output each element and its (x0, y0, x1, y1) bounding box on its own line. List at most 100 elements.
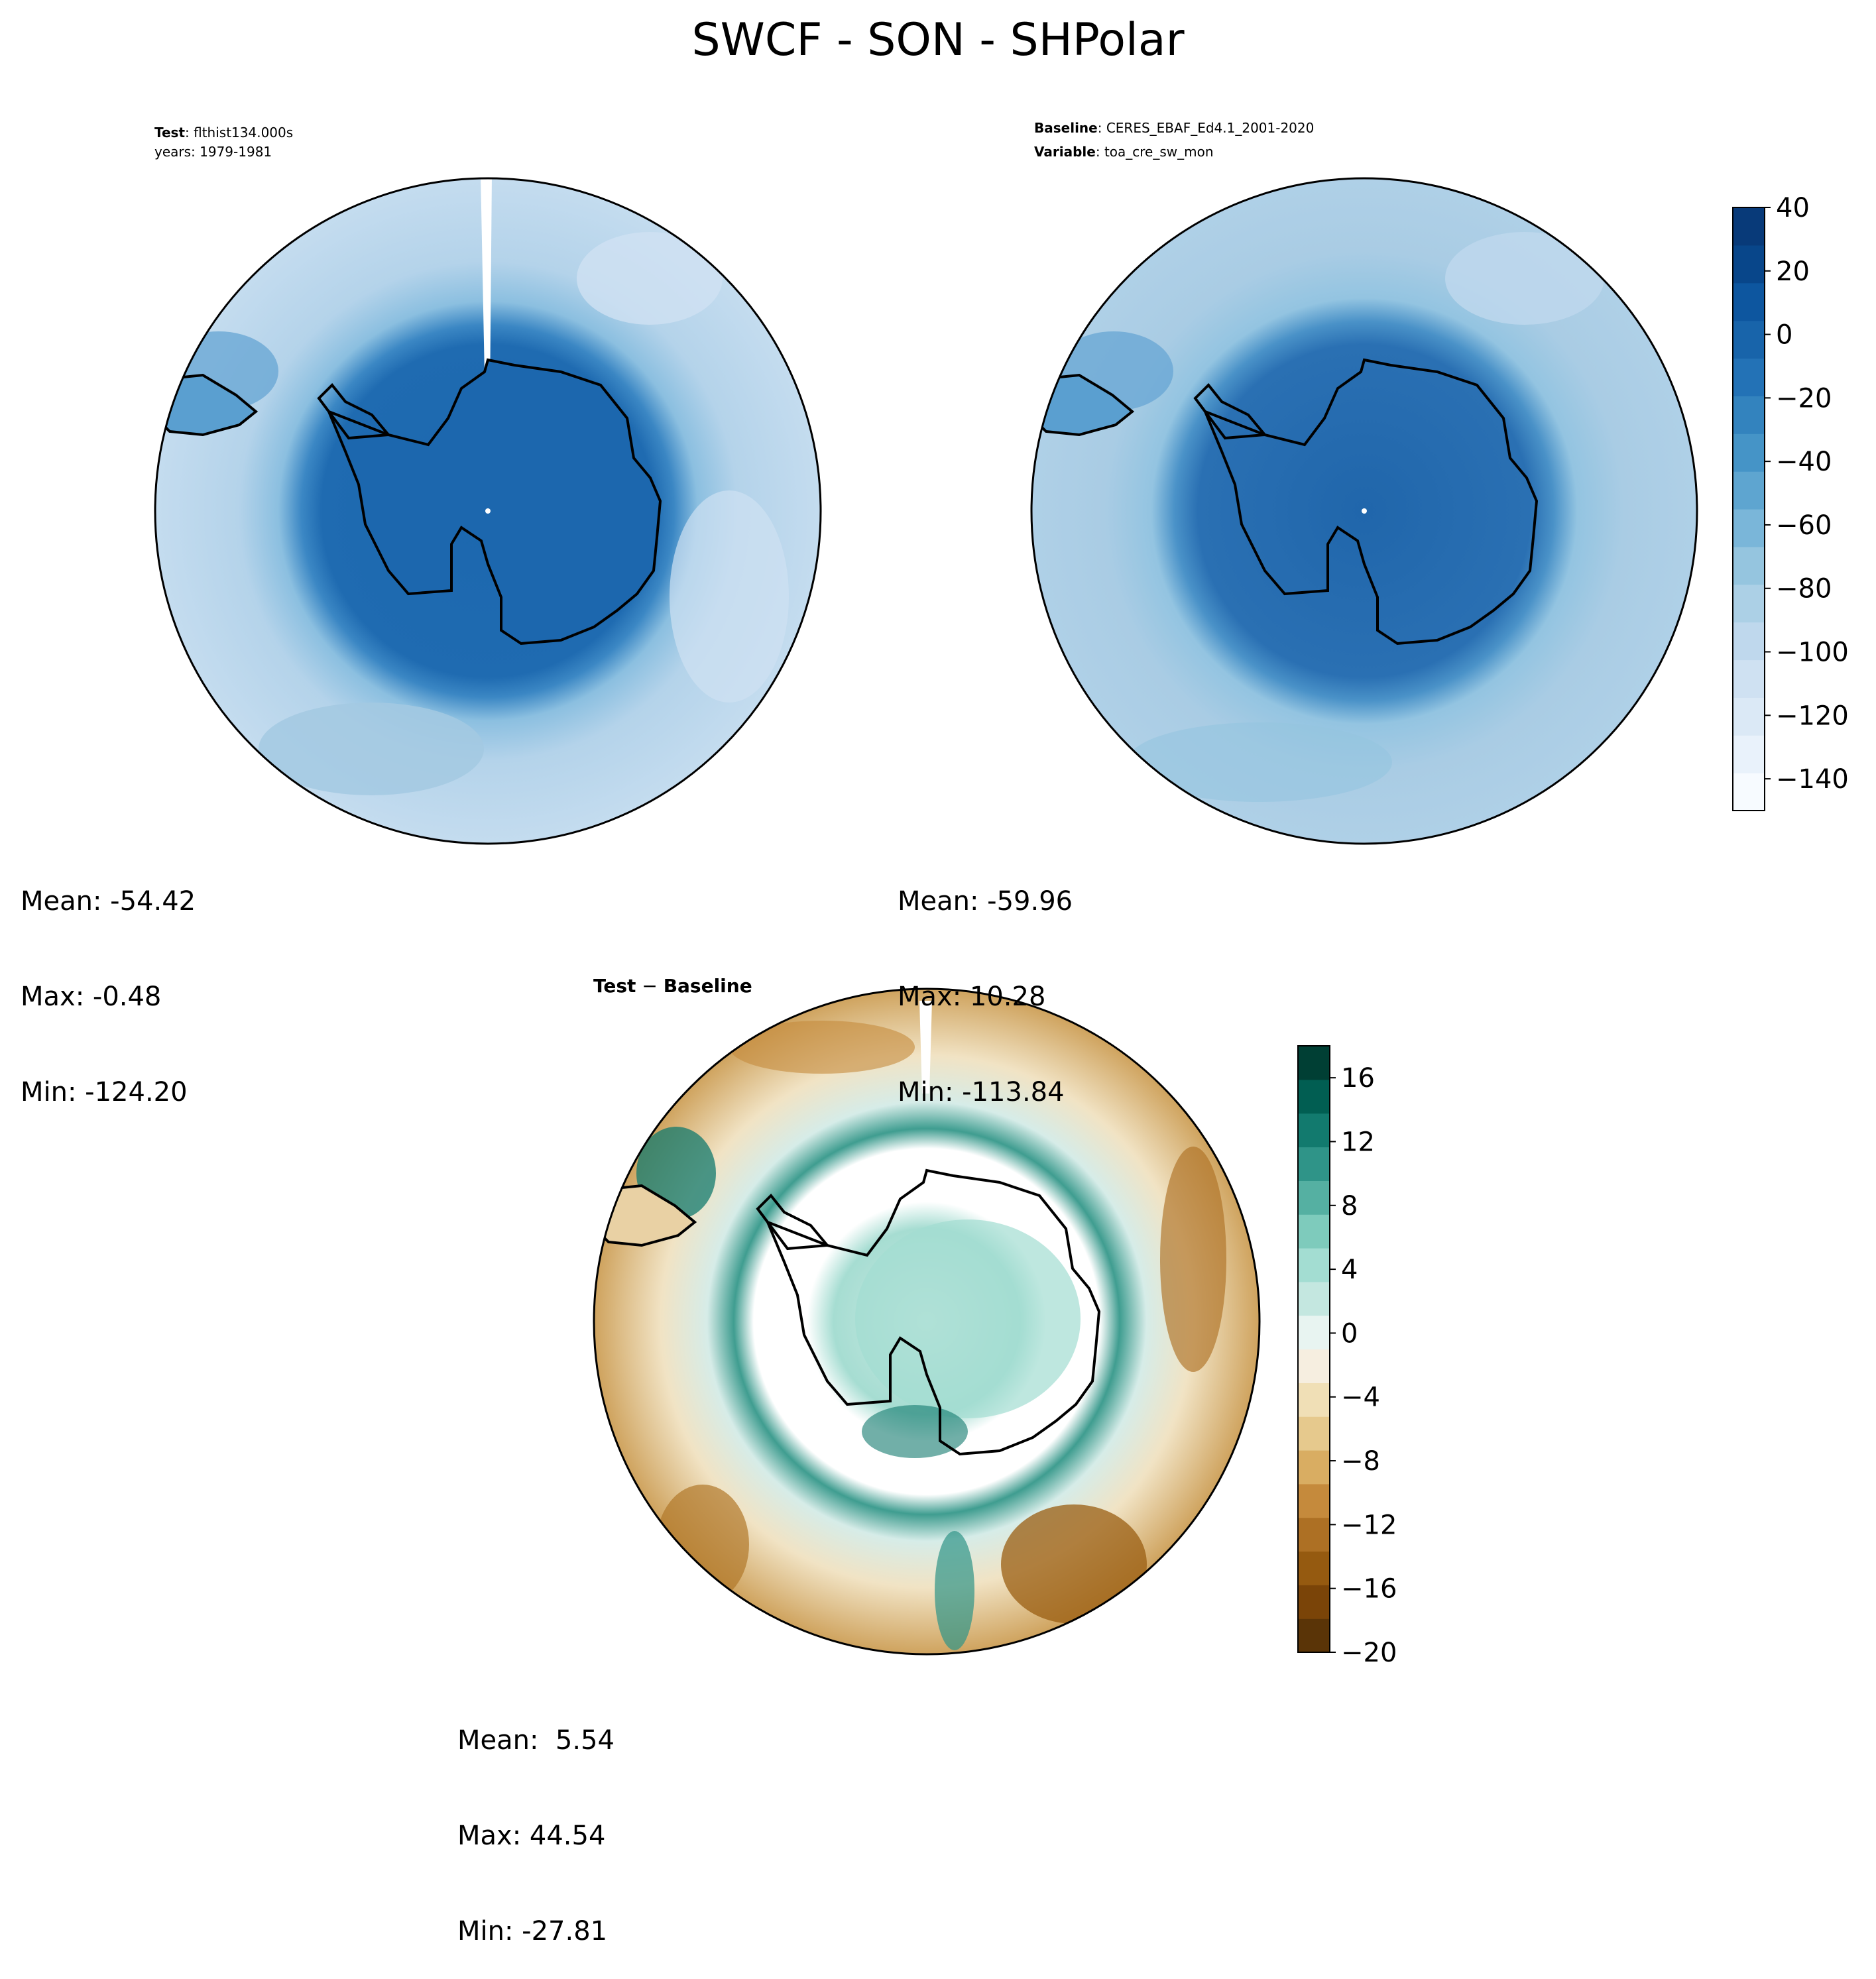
diff-panel: Test − Baseline (593, 975, 1261, 1656)
test-map-ocean-patch (670, 490, 789, 703)
main-colorbar-step (1733, 735, 1765, 773)
figure: SWCF - SON - SHPolar Test: flthist134.00… (154, 14, 1849, 1668)
diff-colorbar-tick-label: 0 (1341, 1318, 1358, 1349)
diff-map-patch (656, 1485, 749, 1604)
diff-map-patch (729, 1021, 915, 1074)
test-label: Test (154, 125, 185, 141)
baseline-coastline (1204, 358, 1539, 646)
diff-colorbar-tick-label: 4 (1341, 1255, 1358, 1285)
diff-map-patch (935, 1531, 974, 1650)
main-colorbar-step (1733, 433, 1765, 472)
diff-colorbar-tick-label: −4 (1341, 1383, 1380, 1413)
main-colorbar-tick-label: −100 (1776, 638, 1849, 668)
main-colorbar-step (1733, 546, 1765, 585)
diff-map-border (593, 988, 1261, 1656)
diff-colorbar-tick-label: −20 (1341, 1638, 1397, 1668)
main-colorbar-tick-label: 20 (1776, 256, 1810, 287)
test-peninsula (317, 383, 390, 436)
diff-colorbar-step (1298, 1046, 1330, 1080)
test-map (155, 178, 821, 844)
diff-colorbar-tick-label: 12 (1341, 1127, 1375, 1157)
main-colorbar-step (1733, 659, 1765, 698)
diff-label-minus: − (636, 975, 663, 997)
baseline-panel: Baseline: CERES_EBAF_Ed4.1_2001-2020 Var… (1030, 120, 1698, 845)
main-colorbar-ticks: 40 20 0 −20 −40 −60 −80 −100 −120 −140 (1765, 193, 1849, 795)
variable-label: Variable (1034, 144, 1096, 160)
test-map-border (154, 177, 822, 845)
diff-colorbar-step (1298, 1113, 1330, 1148)
diff-colorbar-ticks: 16 12 8 4 0 −4 −8 −12 −16 −20 (1330, 1063, 1397, 1668)
baseline-map-ocean-patch (1127, 722, 1392, 802)
test-min: Min: -124.20 (21, 1077, 188, 1107)
test-mean: Mean: -54.42 (21, 886, 196, 917)
baseline-stats: Mean: -59.96 Max: 10.28 Min: -113.84 (898, 822, 1073, 1140)
baseline-min: Min: -113.84 (898, 1077, 1065, 1107)
main-colorbar-step (1733, 207, 1765, 246)
diff-colorbar-frame (1297, 1045, 1330, 1653)
test-stats: Mean: -54.42 Max: -0.48 Min: -124.20 (21, 822, 196, 1140)
main-colorbar-tick-label: −120 (1776, 701, 1849, 731)
test-map-ocean-patch (259, 703, 484, 795)
diff-map-patch (1001, 1504, 1147, 1624)
main-colorbar-step (1733, 622, 1765, 661)
main-colorbar-step (1733, 509, 1765, 547)
diff-min: Min: -27.81 (457, 1916, 608, 1947)
variable-name: : toa_cre_sw_mon (1096, 144, 1214, 160)
main-colorbar-step (1733, 396, 1765, 434)
main-colorbar-tick-label: 40 (1776, 193, 1810, 223)
baseline-map-ocean-patch (1445, 232, 1604, 325)
figure-title: SWCF - SON - SHPolar (691, 14, 1184, 66)
diff-missing-strip (919, 1001, 932, 1094)
main-colorbar-tick-label: −80 (1776, 574, 1832, 604)
main-colorbar-steps (1733, 207, 1765, 811)
diff-colorbar-step (1298, 1349, 1330, 1383)
diff-map-patch (1160, 1147, 1226, 1372)
diff-colorbar-tick-label: −12 (1341, 1510, 1397, 1540)
diff-colorbar-step (1298, 1551, 1330, 1585)
baseline-peninsula (1193, 383, 1266, 436)
baseline-mean: Mean: -59.96 (898, 886, 1073, 917)
baseline-dataset: : CERES_EBAF_Ed4.1_2001-2020 (1098, 120, 1315, 136)
diff-header: Test − Baseline (593, 975, 752, 997)
diff-label-baseline: Baseline (664, 975, 752, 997)
test-header-line1: Test: flthist134.000s (154, 125, 293, 141)
baseline-map (1031, 178, 1697, 844)
baseline-header-line1: Baseline: CERES_EBAF_Ed4.1_2001-2020 (1034, 120, 1314, 136)
diff-stats: Mean: 5.54 Max: 44.54 Min: -27.81 (457, 1661, 615, 1979)
baseline-max: Max: 10.28 (898, 982, 1046, 1012)
diff-colorbar-step (1298, 1214, 1330, 1249)
diff-colorbar-step (1298, 1147, 1330, 1181)
diff-colorbar-step (1298, 1416, 1330, 1451)
diff-colorbar-step (1298, 1079, 1330, 1114)
main-colorbar-step (1733, 471, 1765, 510)
diff-mean: Mean: 5.54 (457, 1725, 615, 1756)
diff-colorbar-step (1298, 1281, 1330, 1316)
main-colorbar-step (1733, 697, 1765, 736)
main-colorbar-step (1733, 773, 1765, 811)
test-map-ocean-patch (577, 232, 723, 325)
diff-colorbar: 16 12 8 4 0 −4 −8 −12 −16 −20 (1297, 1045, 1397, 1668)
test-years: years: 1979-1981 (154, 144, 272, 160)
diff-colorbar-step (1298, 1248, 1330, 1282)
main-colorbar-step (1733, 282, 1765, 321)
diff-colorbar-tick-label: 8 (1341, 1191, 1358, 1221)
diff-peninsula (756, 1194, 829, 1247)
main-colorbar-step (1733, 245, 1765, 284)
main-colorbar-step (1733, 320, 1765, 359)
test-panel: Test: flthist134.000s years: 1979-1981 (154, 125, 822, 845)
test-case-name: : flthist134.000s (185, 125, 293, 141)
main-colorbar-step (1733, 358, 1765, 396)
diff-colorbar-step (1298, 1618, 1330, 1653)
test-pole-dot (485, 508, 491, 514)
baseline-label: Baseline (1034, 120, 1098, 136)
diff-colorbar-steps (1298, 1046, 1330, 1653)
diff-colorbar-step (1298, 1483, 1330, 1518)
diff-max: Max: 44.54 (457, 1821, 606, 1851)
diff-colorbar-step (1298, 1585, 1330, 1619)
diff-colorbar-step (1298, 1383, 1330, 1417)
diff-map-patch (855, 1219, 1081, 1418)
main-colorbar-tick-label: −40 (1776, 447, 1832, 477)
baseline-map-border (1030, 177, 1698, 845)
diff-colorbar-step (1298, 1450, 1330, 1485)
test-coastline (327, 358, 662, 646)
